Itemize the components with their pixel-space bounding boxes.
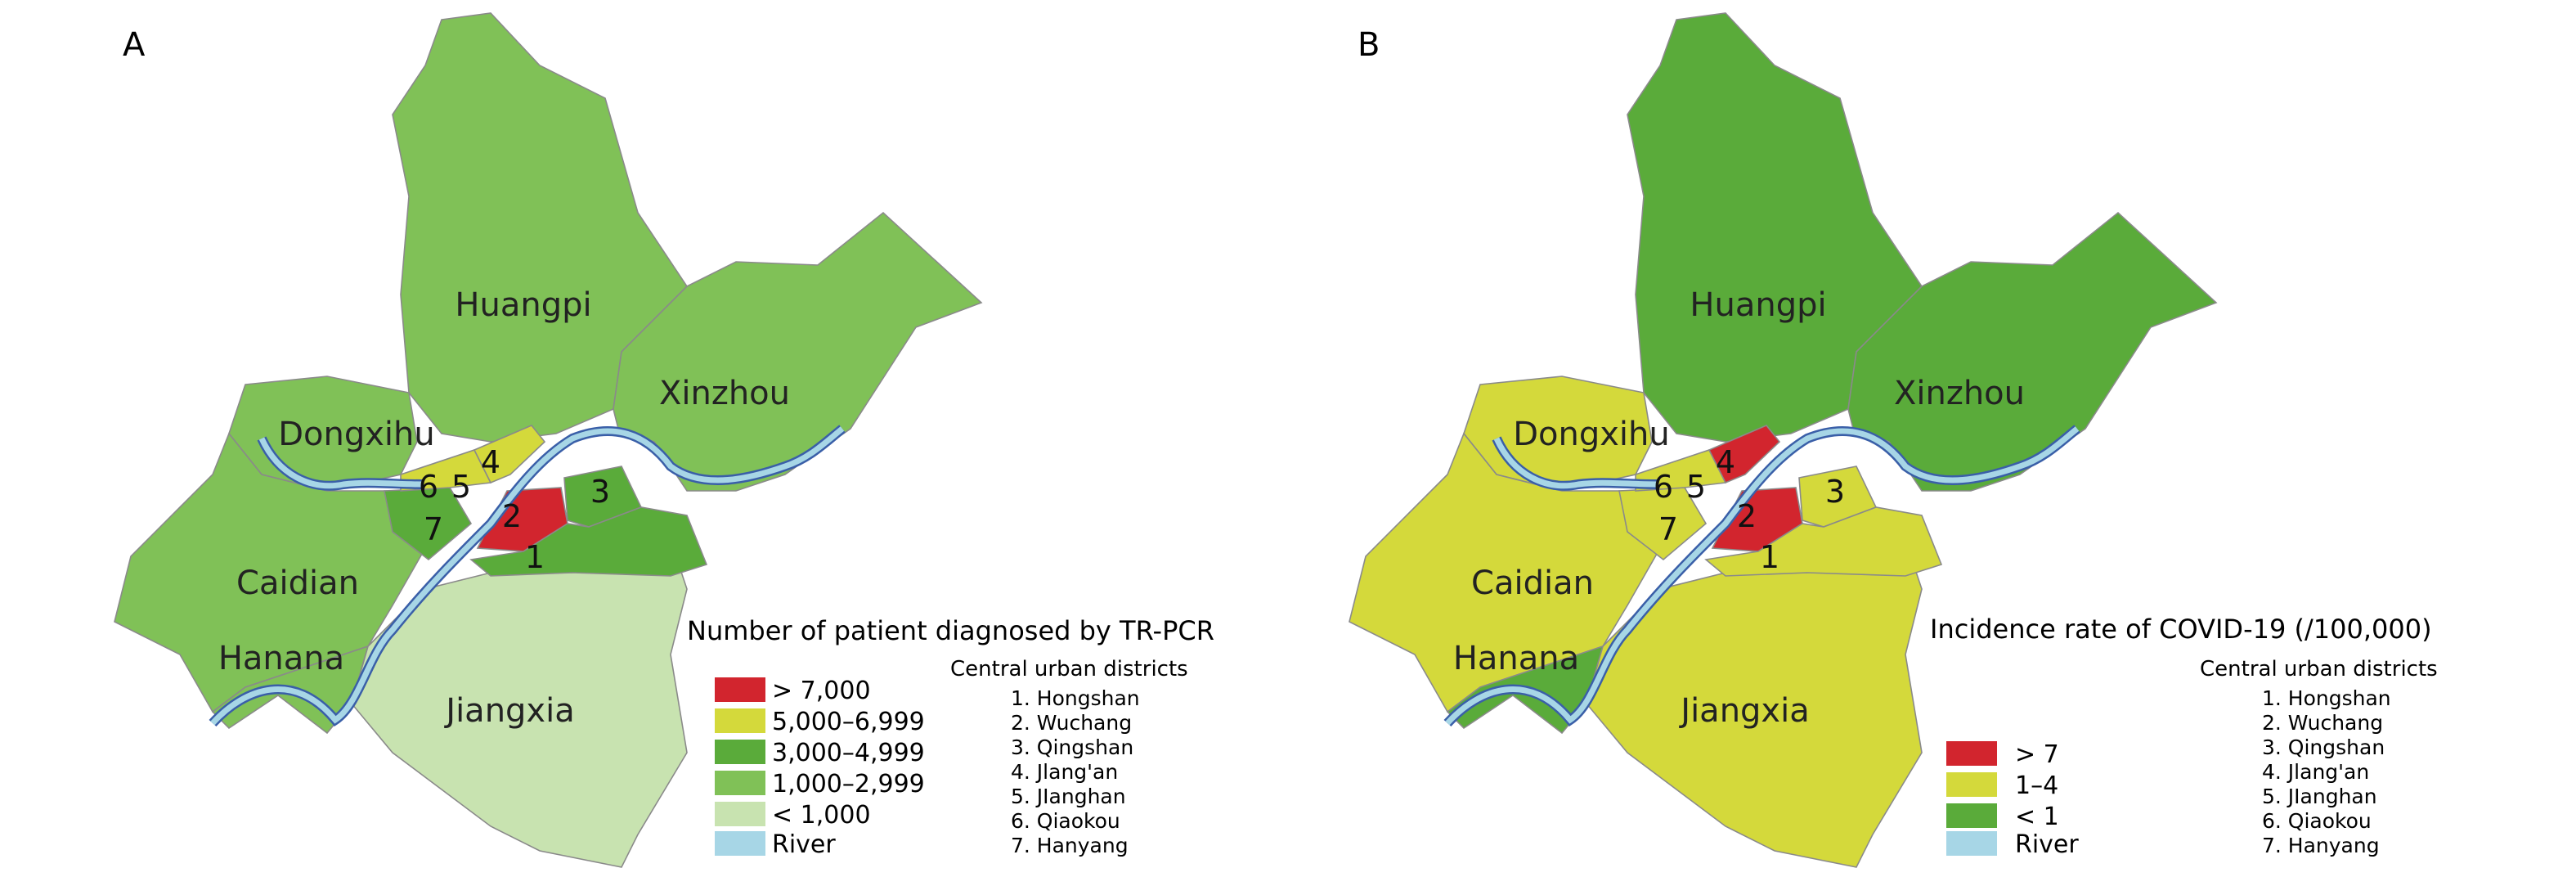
map-panel: B Huangpi Xinzhou Dongxihu Caidian Hanana Jian…	[1349, 12, 2438, 868]
district-area	[613, 212, 982, 492]
legend-label: < 1,000	[772, 801, 871, 830]
legend-label: 3,000–4,999	[772, 739, 925, 767]
central-item: 5. JIanghan	[1011, 785, 1126, 808]
central-item: 1. Hongshan	[1011, 686, 1140, 710]
district-label: Xinzhou	[1894, 375, 2025, 412]
district-label: Jiangxia	[1678, 692, 1809, 730]
district-label: Caidian	[1471, 564, 1594, 602]
legend-label: 1–4	[2015, 771, 2058, 800]
central-item: 3. Qingshan	[2262, 735, 2385, 759]
legend-label: River	[772, 830, 836, 859]
district-label: Huangpi	[1690, 286, 1826, 324]
legend-title: Number of patient diagnosed by TR-PCR	[687, 615, 1214, 646]
panel-label: B	[1358, 26, 1380, 64]
central-item: 7. Hanyang	[1011, 834, 1129, 857]
area-number: 2	[1737, 498, 1757, 534]
central-item: 6. Qiaokou	[2262, 809, 2372, 833]
district-label: Dongxihu	[1513, 416, 1670, 453]
district-label: Huangpi	[455, 286, 591, 324]
area-number: 1	[1760, 539, 1779, 575]
legend-label: River	[2015, 830, 2079, 859]
legend-swatch	[1946, 772, 1997, 797]
legend-swatch	[1946, 803, 1997, 828]
central-item: 2. Wuchang	[1011, 711, 1132, 735]
legend-swatch	[715, 831, 765, 856]
central-title: Central urban districts	[950, 657, 1188, 681]
district-label: Hanana	[1453, 640, 1579, 677]
district-label: Hanana	[218, 640, 344, 677]
district-area	[1847, 212, 2217, 492]
panel-label: A	[123, 26, 146, 64]
legend-label: < 1	[2015, 803, 2059, 831]
central-item: 4. Jlang'an	[1011, 760, 1118, 784]
legend-swatch	[1946, 741, 1997, 766]
area-number: 3	[1825, 474, 1845, 510]
area-number: 1	[525, 539, 545, 575]
legend-title: Incidence rate of COVID-19 (/100,000)	[1930, 614, 2432, 645]
central-item: 4. Jlang'an	[2262, 760, 2369, 784]
area-number: 6	[419, 469, 438, 505]
central-item: 5. JIanghan	[2262, 785, 2377, 808]
central-item: 7. Hanyang	[2262, 834, 2380, 857]
area-number: 5	[451, 469, 471, 505]
area-number: 2	[502, 498, 522, 534]
legend-swatch	[715, 771, 765, 795]
area-number: 4	[1716, 444, 1735, 480]
legend-label: > 7,000	[772, 677, 871, 705]
legend-swatch	[715, 740, 765, 764]
area-number: 5	[1686, 469, 1706, 505]
area-number: 4	[481, 444, 500, 480]
area-number: 7	[1658, 511, 1678, 547]
district-label: Caidian	[236, 564, 359, 602]
legend-label: > 7	[2015, 740, 2059, 769]
area-number: 7	[424, 511, 443, 547]
legend-swatch	[1946, 831, 1997, 856]
district-label: Xinzhou	[659, 375, 790, 412]
legend-label: 1,000–2,999	[772, 770, 925, 798]
central-item: 3. Qingshan	[1011, 735, 1133, 759]
legend-swatch	[715, 708, 765, 733]
map-panel: A Huangpi Xinzhou Dongxihu Caidian Hanana Jian…	[114, 12, 1214, 868]
legend-swatch	[715, 802, 765, 826]
central-title: Central urban districts	[2200, 657, 2438, 681]
district-label: Jiangxia	[443, 692, 574, 730]
central-item: 6. Qiaokou	[1011, 809, 1120, 833]
central-item: 2. Wuchang	[2262, 711, 2383, 735]
district-label: Dongxihu	[278, 416, 435, 453]
central-item: 1. Hongshan	[2262, 686, 2391, 710]
legend-label: 5,000–6,999	[772, 708, 925, 736]
legend-swatch	[715, 677, 765, 702]
area-number: 3	[590, 474, 610, 510]
area-number: 6	[1654, 469, 1673, 505]
